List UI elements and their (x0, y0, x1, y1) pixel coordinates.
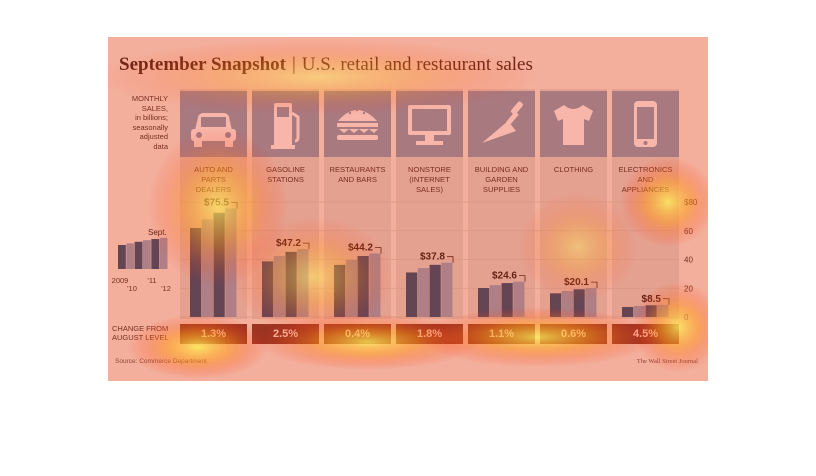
bar-segment (417, 268, 429, 317)
value-leader (519, 275, 526, 282)
bar-segment (585, 288, 597, 317)
bar-segment (406, 272, 418, 317)
bar-segment (478, 288, 490, 317)
overview-bar (118, 245, 126, 269)
units-note-line: in billions; (135, 113, 168, 122)
smartphone-icon (634, 101, 657, 147)
bar-segment (213, 212, 225, 317)
bar-segment (201, 219, 213, 317)
overview-bar (159, 237, 168, 269)
value-label: $75.5 (204, 197, 229, 208)
change-box-building: 1.1% (468, 324, 535, 344)
bar-segment (334, 264, 346, 317)
bar-segment (573, 289, 585, 317)
value-label: $47.2 (276, 238, 301, 249)
y-tick-label: 40 (684, 256, 693, 265)
bar-segment (633, 306, 645, 317)
column-label-line: SUPPLIES (482, 185, 521, 194)
value-label: $20.1 (564, 277, 589, 288)
value-label: $37.8 (420, 252, 445, 263)
value-leader (231, 202, 238, 209)
bar-segment (273, 255, 285, 317)
bar-segment (297, 249, 309, 317)
change-box-gasoline: 2.5% (252, 324, 319, 344)
bar-segment (489, 285, 501, 317)
bar-segment (369, 253, 381, 317)
bar-segment (513, 281, 525, 317)
column-label-line: CLOTHING (553, 165, 594, 174)
column-label-restaurants: RESTAURANTS AND BARS (324, 165, 391, 185)
tshirt-icon (554, 105, 593, 145)
y-tick-label: 20 (684, 284, 693, 293)
value-label: $8.5 (642, 294, 662, 305)
change-label-line: AUGUST LEVEL (112, 333, 169, 342)
bar-segment (550, 293, 562, 317)
overview-bar (126, 243, 135, 269)
change-box-restaurants: 0.4% (324, 324, 391, 344)
column-label-line: (INTERNET (409, 175, 450, 184)
value-leader (303, 242, 310, 250)
overview-sept-label: Sept. (148, 228, 167, 237)
column-label-line: NONSTORE (408, 165, 451, 174)
value-leader (591, 281, 598, 289)
value-leader (447, 256, 454, 263)
value-label: $44.2 (348, 242, 373, 253)
bar-segment (622, 306, 634, 317)
bar-segment (441, 262, 453, 317)
column-label-line: BUILDING AND (474, 165, 529, 174)
y-tick-label: 60 (684, 227, 693, 236)
y-tick-label: $80 (684, 198, 698, 207)
credit-note: The Wall Street Journal (636, 358, 698, 365)
bar-segment (645, 305, 657, 317)
overview-year-label: '12 (161, 284, 171, 293)
value-leader (663, 298, 670, 305)
column-label-line: AND BARS (338, 175, 377, 184)
bar-segment (345, 259, 357, 317)
column-label-clothing: CLOTHING (540, 165, 607, 175)
tile-electronics (612, 91, 679, 157)
bar-segment (501, 283, 513, 317)
overview-year-label: '10 (127, 284, 137, 293)
bar-segment (561, 290, 573, 317)
value-leader (375, 247, 382, 254)
column-label-nonstore: NONSTORE (INTERNET SALES) (396, 165, 463, 195)
overview-bar (151, 239, 160, 269)
column-label-line: GARDEN (485, 175, 518, 184)
bar-segment (657, 304, 669, 317)
overview-year-label: 2009 (112, 276, 129, 285)
bar-segment (285, 251, 297, 317)
change-box-electronics: 4.5% (612, 324, 679, 344)
y-tick-label: 0 (684, 313, 689, 322)
change-box-nonstore: 1.8% (396, 324, 463, 344)
column-label-building: BUILDING AND GARDEN SUPPLIES (468, 165, 535, 195)
bar-segment (225, 208, 237, 317)
value-label: $24.6 (492, 271, 517, 282)
bar-segment (357, 256, 369, 317)
source-note: Source: Commerce Department (115, 358, 207, 365)
infographic-card: September Snapshot | U.S. retail and resta… (108, 37, 708, 381)
bar-segment (429, 264, 441, 317)
change-label: CHANGE FROM AUGUST LEVEL (112, 324, 172, 342)
column-label-line: SALES) (415, 185, 443, 194)
overview-year-label: '11 (147, 276, 156, 285)
change-label-line: CHANGE FROM (112, 324, 169, 333)
change-box-clothing: 0.6% (540, 324, 607, 344)
bar-segment (190, 228, 202, 317)
tile-clothing (540, 91, 607, 157)
overview-bar (143, 240, 151, 269)
bar-segment (262, 261, 274, 317)
column-label-line: RESTAURANTS (329, 165, 386, 174)
change-box-auto: 1.3% (180, 324, 247, 344)
overview-bar (134, 241, 143, 269)
